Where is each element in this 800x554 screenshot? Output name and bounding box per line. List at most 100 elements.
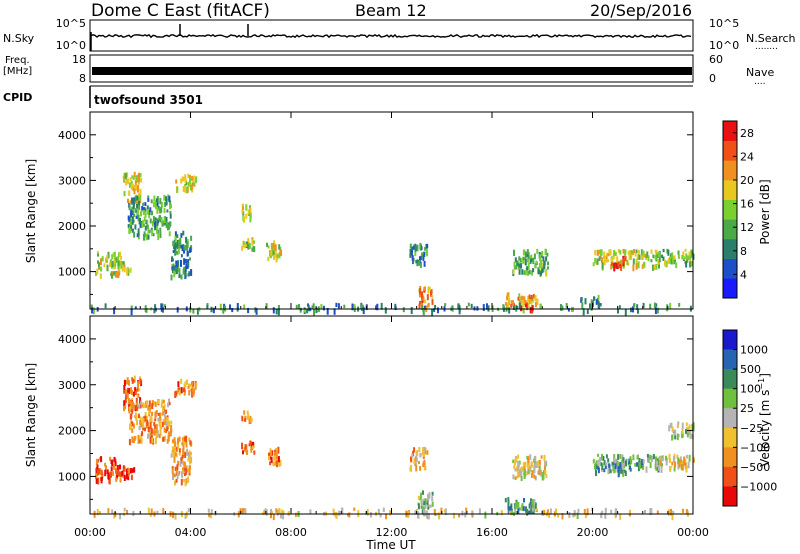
data-cell [658, 262, 660, 269]
data-cell [681, 255, 684, 260]
data-cell [163, 304, 166, 308]
nave-label: Nave [746, 66, 774, 79]
data-cell [252, 442, 254, 446]
data-cell [117, 263, 120, 270]
data-cell [137, 186, 139, 193]
data-cell [326, 307, 329, 315]
data-cell [666, 457, 668, 462]
data-cell [518, 256, 521, 261]
data-cell [107, 508, 110, 513]
data-cell [184, 472, 186, 477]
data-cell [274, 456, 277, 463]
data-cell [420, 255, 423, 260]
data-cell [380, 302, 383, 310]
data-cell [100, 266, 103, 272]
data-cell [93, 307, 96, 313]
data-cell [178, 268, 181, 275]
data-cell [594, 249, 597, 256]
data-cell [541, 472, 544, 479]
data-cell [532, 257, 535, 265]
data-cell [144, 208, 147, 212]
data-cell [622, 258, 625, 264]
data-cell [685, 429, 687, 434]
data-cell [573, 510, 576, 517]
data-cell [247, 307, 250, 314]
data-cell [691, 250, 694, 256]
data-cell [542, 256, 545, 262]
power-x-ticks [89, 112, 694, 309]
y-tick-label: 4000 [58, 333, 86, 346]
data-cell [159, 227, 162, 235]
data-cell [536, 298, 539, 305]
data-cell [180, 471, 183, 478]
data-cell [295, 304, 298, 309]
data-cell [531, 270, 533, 276]
data-cell [420, 300, 423, 307]
data-cell [212, 307, 215, 314]
data-cell [534, 295, 537, 301]
data-cell [188, 437, 191, 442]
data-cell [593, 463, 596, 470]
data-cell [513, 465, 516, 469]
data-cell [138, 200, 141, 206]
data-cell [632, 264, 635, 272]
data-cell [536, 248, 539, 254]
data-cell [126, 377, 129, 384]
data-cell [534, 475, 537, 481]
data-cell [389, 510, 392, 516]
data-cell [677, 250, 680, 255]
data-cell [419, 261, 422, 268]
data-cell [530, 473, 533, 478]
data-cell [178, 452, 181, 456]
data-cell [423, 447, 426, 453]
data-cell [154, 412, 157, 419]
data-cell [275, 450, 278, 455]
data-cell [410, 249, 413, 256]
data-cell [160, 401, 163, 408]
data-cell [187, 273, 190, 277]
data-cell [270, 511, 272, 519]
data-cell [529, 258, 532, 264]
data-cell [681, 429, 684, 434]
data-cell [655, 457, 658, 464]
data-cell [619, 250, 622, 255]
data-cell [116, 258, 119, 263]
data-cell [241, 415, 244, 422]
data-cell [129, 387, 132, 393]
data-cell [254, 307, 257, 313]
data-cell [118, 472, 121, 476]
data-cell [427, 304, 430, 308]
data-cell [131, 198, 134, 205]
data-cell [149, 416, 152, 421]
data-cell [96, 509, 99, 516]
data-cell [165, 199, 168, 206]
data-cell [156, 224, 159, 229]
data-cell [685, 454, 688, 459]
data-cell [148, 210, 151, 215]
data-cell [524, 270, 527, 276]
data-cell [132, 201, 135, 205]
data-cell [617, 249, 620, 253]
data-cell [482, 304, 485, 311]
data-cell [654, 307, 657, 314]
data-cell [277, 308, 280, 316]
data-cell [188, 466, 191, 474]
data-cell [411, 453, 414, 458]
data-cell [630, 307, 632, 313]
data-cell [543, 470, 545, 475]
data-cell [182, 460, 185, 466]
data-cell [183, 479, 186, 482]
data-cell [667, 249, 670, 256]
data-cell [510, 505, 512, 512]
data-cell [521, 466, 524, 472]
data-cell [670, 508, 672, 516]
data-cell [244, 444, 247, 450]
data-cell [152, 233, 155, 237]
data-cell [312, 303, 315, 308]
data-cell [207, 508, 210, 513]
data-cell [117, 256, 120, 263]
data-cell [176, 250, 179, 255]
data-cell [189, 177, 191, 184]
data-cell [100, 469, 103, 476]
data-cell [151, 220, 154, 225]
